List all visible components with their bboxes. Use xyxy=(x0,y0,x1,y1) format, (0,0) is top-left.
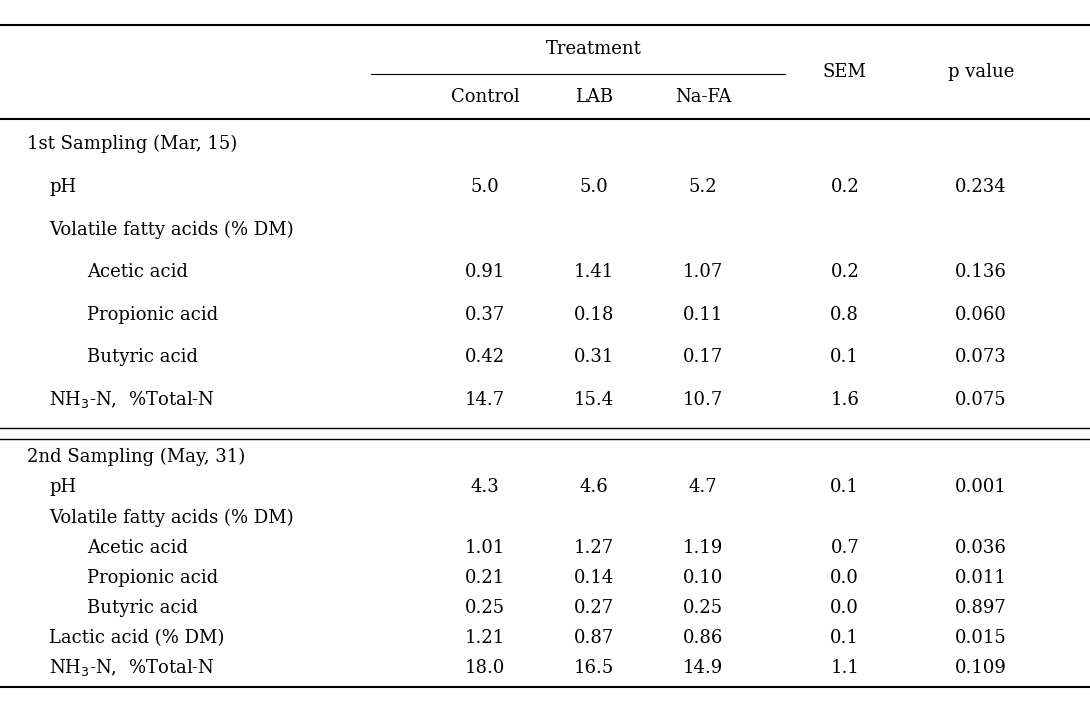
Text: 1.1: 1.1 xyxy=(831,659,859,677)
Text: 0.1: 0.1 xyxy=(831,348,859,366)
Text: 10.7: 10.7 xyxy=(683,391,723,409)
Text: 15.4: 15.4 xyxy=(574,391,614,409)
Text: 14.7: 14.7 xyxy=(465,391,505,409)
Text: 0.1: 0.1 xyxy=(831,629,859,647)
Text: 0.87: 0.87 xyxy=(574,629,614,647)
Text: Propionic acid: Propionic acid xyxy=(87,569,218,587)
Text: 0.25: 0.25 xyxy=(465,599,505,617)
Text: 1.19: 1.19 xyxy=(682,538,724,557)
Text: 0.136: 0.136 xyxy=(955,263,1007,281)
Text: 0.015: 0.015 xyxy=(955,629,1007,647)
Text: 0.0: 0.0 xyxy=(831,569,859,587)
Text: 0.37: 0.37 xyxy=(465,305,505,324)
Text: pH: pH xyxy=(49,478,76,496)
Text: 0.21: 0.21 xyxy=(465,569,505,587)
Text: 5.0: 5.0 xyxy=(471,178,499,196)
Text: 4.6: 4.6 xyxy=(580,478,608,496)
Text: 1.6: 1.6 xyxy=(831,391,859,409)
Text: Volatile fatty acids (% DM): Volatile fatty acids (% DM) xyxy=(49,508,293,526)
Text: 0.897: 0.897 xyxy=(955,599,1007,617)
Text: 0.234: 0.234 xyxy=(955,178,1007,196)
Text: Acetic acid: Acetic acid xyxy=(87,263,189,281)
Text: Volatile fatty acids (% DM): Volatile fatty acids (% DM) xyxy=(49,220,293,239)
Text: 0.7: 0.7 xyxy=(831,538,859,557)
Text: 0.2: 0.2 xyxy=(831,263,859,281)
Text: NH$_3$-N,  %Total-N: NH$_3$-N, %Total-N xyxy=(49,390,215,411)
Text: SEM: SEM xyxy=(823,63,867,81)
Text: 0.14: 0.14 xyxy=(574,569,614,587)
Text: pH: pH xyxy=(49,178,76,196)
Text: 0.060: 0.060 xyxy=(955,305,1007,324)
Text: 0.0: 0.0 xyxy=(831,599,859,617)
Text: Butyric acid: Butyric acid xyxy=(87,599,198,617)
Text: 0.001: 0.001 xyxy=(955,478,1007,496)
Text: LAB: LAB xyxy=(576,88,613,105)
Text: 0.1: 0.1 xyxy=(831,478,859,496)
Text: Lactic acid (% DM): Lactic acid (% DM) xyxy=(49,629,225,647)
Text: Control: Control xyxy=(450,88,520,105)
Text: 0.18: 0.18 xyxy=(573,305,615,324)
Text: Acetic acid: Acetic acid xyxy=(87,538,189,557)
Text: 0.42: 0.42 xyxy=(465,348,505,366)
Text: 0.109: 0.109 xyxy=(955,659,1007,677)
Text: 0.10: 0.10 xyxy=(682,569,724,587)
Text: 0.86: 0.86 xyxy=(682,629,724,647)
Text: 1.41: 1.41 xyxy=(574,263,614,281)
Text: 5.0: 5.0 xyxy=(580,178,608,196)
Text: 4.7: 4.7 xyxy=(689,478,717,496)
Text: p value: p value xyxy=(948,63,1014,81)
Text: 2nd Sampling (May, 31): 2nd Sampling (May, 31) xyxy=(27,448,245,466)
Text: Na-FA: Na-FA xyxy=(675,88,731,105)
Text: 4.3: 4.3 xyxy=(471,478,499,496)
Text: 0.27: 0.27 xyxy=(574,599,614,617)
Text: 1.21: 1.21 xyxy=(465,629,505,647)
Text: Propionic acid: Propionic acid xyxy=(87,305,218,324)
Text: 0.075: 0.075 xyxy=(955,391,1007,409)
Text: 18.0: 18.0 xyxy=(464,659,506,677)
Text: 1.01: 1.01 xyxy=(464,538,506,557)
Text: 0.17: 0.17 xyxy=(683,348,723,366)
Text: 16.5: 16.5 xyxy=(574,659,614,677)
Text: 0.2: 0.2 xyxy=(831,178,859,196)
Text: 0.11: 0.11 xyxy=(682,305,724,324)
Text: 1.27: 1.27 xyxy=(574,538,614,557)
Text: 1st Sampling (Mar, 15): 1st Sampling (Mar, 15) xyxy=(27,135,238,153)
Text: NH$_3$-N,  %Total-N: NH$_3$-N, %Total-N xyxy=(49,658,215,679)
Text: 0.011: 0.011 xyxy=(955,569,1007,587)
Text: 1.07: 1.07 xyxy=(683,263,723,281)
Text: 0.073: 0.073 xyxy=(955,348,1007,366)
Text: 0.91: 0.91 xyxy=(464,263,506,281)
Text: 0.31: 0.31 xyxy=(573,348,615,366)
Text: Treatment: Treatment xyxy=(546,40,642,58)
Text: 5.2: 5.2 xyxy=(689,178,717,196)
Text: Butyric acid: Butyric acid xyxy=(87,348,198,366)
Text: 0.8: 0.8 xyxy=(831,305,859,324)
Text: 0.25: 0.25 xyxy=(683,599,723,617)
Text: 0.036: 0.036 xyxy=(955,538,1007,557)
Text: 14.9: 14.9 xyxy=(683,659,723,677)
